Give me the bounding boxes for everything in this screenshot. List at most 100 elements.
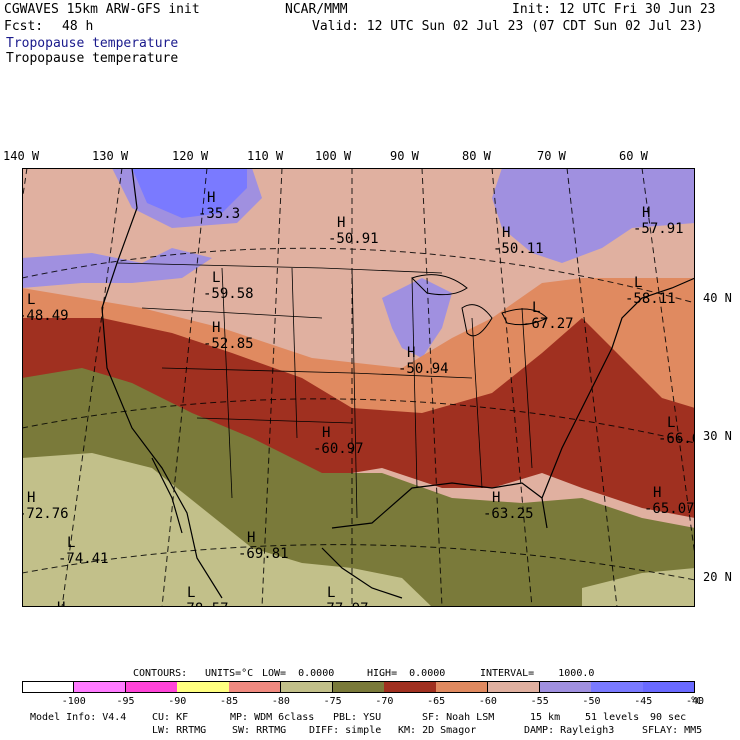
color-bar-swatch bbox=[177, 681, 230, 693]
model-info-item: SW: RRTMG bbox=[232, 725, 287, 736]
low-marker: L bbox=[532, 300, 540, 316]
high-marker: H bbox=[337, 215, 345, 231]
field-band-minus50-west bbox=[22, 248, 212, 288]
contour-units: UNITS=°C bbox=[205, 668, 254, 679]
field-band-minus75-se bbox=[582, 568, 695, 607]
latitude-label: 40 N bbox=[703, 291, 732, 305]
model-title: CGWAVES 15km ARW-GFS init bbox=[4, 2, 200, 17]
low-marker: L bbox=[667, 415, 675, 431]
low-marker: L bbox=[67, 535, 75, 551]
extremum-value: -50.11 bbox=[493, 241, 544, 257]
extremum-value: -58.11 bbox=[625, 291, 676, 307]
state-borders bbox=[116, 262, 533, 519]
extremum-value: -72.76 bbox=[22, 506, 69, 522]
extremum-value: -35.3 bbox=[198, 206, 240, 222]
extremum-value: -63.25 bbox=[483, 506, 534, 522]
model-info-item: 90 sec bbox=[650, 712, 687, 723]
model-info-item: Model Info: V4.4 bbox=[30, 712, 127, 723]
contour-label: CONTOURS: bbox=[133, 668, 188, 679]
model-info-item: LW: RRTMG bbox=[152, 725, 207, 736]
longitude-label: 120 W bbox=[172, 149, 209, 163]
low-marker: L bbox=[212, 270, 220, 286]
field-title-secondary: Tropopause temperature bbox=[6, 51, 179, 66]
high-marker: H bbox=[27, 490, 35, 506]
model-info-item: SF: Noah LSM bbox=[422, 712, 495, 723]
longitude-label: 70 W bbox=[537, 149, 566, 163]
high-marker: H bbox=[642, 205, 650, 221]
color-bar-label: -70 bbox=[375, 696, 394, 707]
low-marker: L bbox=[27, 292, 35, 308]
extremum-value: -78.57 bbox=[178, 601, 229, 607]
contour-low: LOW= 0.0000 bbox=[262, 668, 335, 679]
latitude-label: 30 N bbox=[703, 429, 732, 443]
color-bar-label: -60 bbox=[478, 696, 497, 707]
color-bar-label: -100 bbox=[61, 696, 86, 707]
contour-high: HIGH= 0.0000 bbox=[367, 668, 446, 679]
field-title-primary: Tropopause temperature bbox=[6, 36, 179, 51]
extremum-value: -57.91 bbox=[633, 221, 684, 237]
init-time: Init: 12 UTC Fri 30 Jun 23 bbox=[512, 2, 716, 17]
model-info-item: DIFF: simple bbox=[309, 725, 382, 736]
contour-interval: INTERVAL= 1000.0 bbox=[480, 668, 595, 679]
model-info-item: 15 km bbox=[530, 712, 561, 723]
color-bar-label: -85 bbox=[220, 696, 239, 707]
extremum-value: -50.94 bbox=[398, 361, 449, 377]
lat-grid-lines bbox=[22, 247, 695, 581]
field-band-minus65 bbox=[22, 318, 695, 518]
longitude-label: 100 W bbox=[315, 149, 352, 163]
model-info-item: MP: WDM 6class bbox=[230, 712, 315, 723]
high-marker: H bbox=[492, 490, 500, 506]
field-band-minus50-ne bbox=[492, 168, 695, 263]
extremum-value: -65.07 bbox=[644, 501, 695, 517]
extremum-value: -67.27 bbox=[523, 316, 574, 332]
forecast-hour: 48 h bbox=[62, 19, 94, 34]
extremum-value: -59.58 bbox=[203, 286, 254, 302]
longitude-label: 90 W bbox=[390, 149, 419, 163]
field-band-minus75 bbox=[22, 453, 432, 607]
color-bar-label: -90 bbox=[168, 696, 187, 707]
color-bar-swatch bbox=[125, 681, 178, 693]
extremum-value: -60.97 bbox=[313, 441, 364, 457]
model-info-item: DAMP: Rayleigh3 bbox=[524, 725, 615, 736]
color-bar-swatch bbox=[332, 681, 385, 693]
field-band-minus45-north bbox=[132, 168, 247, 218]
high-marker: H bbox=[247, 530, 255, 546]
color-bar-swatch bbox=[384, 681, 437, 693]
color-bar-label: -45 bbox=[634, 696, 653, 707]
color-bar-label: -50 bbox=[582, 696, 601, 707]
high-marker: H bbox=[207, 190, 215, 206]
color-bar-label: -65 bbox=[427, 696, 446, 707]
extremum-value: -48.49 bbox=[22, 308, 69, 324]
extremum-value: -52.85 bbox=[203, 336, 254, 352]
forecast-label: Fcst: bbox=[4, 19, 44, 34]
low-marker: L bbox=[187, 585, 195, 601]
model-info-item: 51 levels bbox=[585, 712, 640, 723]
model-info-item: CU: KF bbox=[152, 712, 189, 723]
color-bar bbox=[22, 681, 696, 693]
color-bar-label: -95 bbox=[116, 696, 135, 707]
high-marker: H bbox=[212, 320, 220, 336]
color-bar-swatch bbox=[73, 681, 127, 693]
color-bar-swatch bbox=[591, 681, 644, 693]
color-bar-label: -80 bbox=[271, 696, 290, 707]
high-marker: H bbox=[57, 600, 65, 607]
high-marker: H bbox=[502, 225, 510, 241]
color-bar-swatch bbox=[22, 681, 75, 693]
longitude-label: 60 W bbox=[619, 149, 648, 163]
valid-time: Valid: 12 UTC Sun 02 Jul 23 (07 CDT Sun … bbox=[312, 19, 704, 34]
color-bar-swatch bbox=[436, 681, 489, 693]
high-marker: H bbox=[407, 345, 415, 361]
longitude-label: 80 W bbox=[462, 149, 491, 163]
color-bar-swatch bbox=[539, 681, 592, 693]
extremum-value: -77.97 bbox=[318, 601, 369, 607]
longitude-label: 130 W bbox=[92, 149, 129, 163]
high-marker: H bbox=[322, 425, 330, 441]
low-marker: L bbox=[327, 585, 335, 601]
extremum-value: -69.81 bbox=[238, 546, 289, 562]
color-bar-label: -55 bbox=[530, 696, 549, 707]
model-info-item: KM: 2D Smagor bbox=[398, 725, 477, 736]
latitude-label: 20 N bbox=[703, 570, 732, 584]
color-bar-swatch bbox=[643, 681, 696, 693]
color-bar-swatch bbox=[487, 681, 541, 693]
model-info-item: PBL: YSU bbox=[333, 712, 382, 723]
